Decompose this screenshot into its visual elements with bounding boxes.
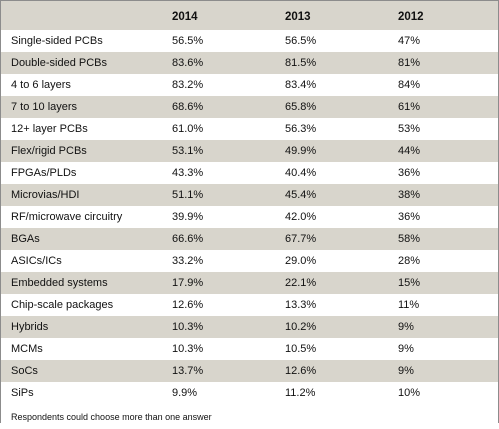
cell-2012: 58% [398,233,421,245]
cell-2013: 10.2% [285,321,317,333]
table-row: FPGAs/PLDs 43.3% 40.4% 36% [1,162,498,184]
cell-2014: 68.6% [172,101,204,113]
footnote-row: Respondents could choose more than one a… [1,404,498,429]
row-label: Hybrids [11,321,49,333]
header-row: 2014 2013 2012 [1,1,498,30]
cell-2014: 53.1% [172,145,204,157]
cell-2012: 44% [398,145,421,157]
cell-2014: 17.9% [172,277,204,289]
cell-2013: 12.6% [285,365,317,377]
cell-2014: 9.9% [172,387,198,399]
cell-2012: 36% [398,167,421,179]
row-label: Flex/rigid PCBs [11,145,87,157]
cell-2012: 11% [398,299,420,311]
table-row: ASICs/ICs 33.2% 29.0% 28% [1,250,498,272]
table-row: 7 to 10 layers 68.6% 65.8% 61% [1,96,498,118]
cell-2012: 10% [398,387,421,399]
cell-2013: 83.4% [285,79,317,91]
header-label-column [1,1,172,30]
cell-2013: 45.4% [285,189,317,201]
table-row: Flex/rigid PCBs 53.1% 49.9% 44% [1,140,498,162]
table-row: SoCs 13.7% 12.6% 9% [1,360,498,382]
cell-2013: 29.0% [285,255,317,267]
cell-2014: 83.6% [172,57,204,69]
row-label: ASICs/ICs [11,255,62,267]
table-row: Double-sided PCBs 83.6% 81.5% 81% [1,52,498,74]
cell-2013: 49.9% [285,145,317,157]
cell-2012: 9% [398,365,414,377]
row-label: 12+ layer PCBs [11,123,88,135]
table-row: Microvias/HDI 51.1% 45.4% 38% [1,184,498,206]
cell-2012: 9% [398,343,414,355]
cell-2012: 53% [398,123,421,135]
cell-2014: 61.0% [172,123,204,135]
cell-2014: 83.2% [172,79,204,91]
row-label: FPGAs/PLDs [11,167,77,179]
cell-2013: 42.0% [285,211,317,223]
cell-2012: 28% [398,255,421,267]
cell-2013: 67.7% [285,233,317,245]
row-label: Embedded systems [11,277,108,289]
table-row: Embedded systems 17.9% 22.1% 15% [1,272,498,294]
cell-2014: 43.3% [172,167,204,179]
table-row: 12+ layer PCBs 61.0% 56.3% 53% [1,118,498,140]
cell-2013: 13.3% [285,299,317,311]
cell-2014: 39.9% [172,211,204,223]
cell-2014: 33.2% [172,255,204,267]
row-label: 4 to 6 layers [11,79,71,91]
cell-2013: 11.2% [285,387,316,399]
cell-2014: 66.6% [172,233,204,245]
footnote: Respondents could choose more than one a… [1,404,498,429]
table-row: Chip-scale packages 12.6% 13.3% 11% [1,294,498,316]
cell-2014: 56.5% [172,35,204,47]
row-label: 7 to 10 layers [11,101,78,113]
cell-2014: 10.3% [172,343,204,355]
cell-2012: 36% [398,211,421,223]
cell-2012: 9% [398,321,414,333]
header-2013: 2013 [285,10,311,23]
table-body: Single-sided PCBs 56.5% 56.5% 47% Double-sid… [1,30,498,404]
row-label: Double-sided PCBs [11,57,107,69]
row-label: RF/microwave circuitry [11,211,123,223]
cell-2013: 65.8% [285,101,317,113]
cell-2013: 56.5% [285,35,317,47]
header-2012: 2012 [398,10,424,23]
cell-2013: 10.5% [285,343,317,355]
cell-2012: 38% [398,189,421,201]
row-label: Single-sided PCBs [11,35,103,47]
cell-2013: 56.3% [285,123,317,135]
cell-2013: 40.4% [285,167,317,179]
cell-2012: 84% [398,79,421,91]
row-label: Microvias/HDI [11,189,80,201]
cell-2014: 12.6% [172,299,204,311]
cell-2012: 61% [398,101,421,113]
table-row: Single-sided PCBs 56.5% 56.5% 47% [1,30,498,52]
header-2014: 2014 [172,10,198,23]
row-label: Chip-scale packages [11,299,114,311]
table-row: Hybrids 10.3% 10.2% 9% [1,316,498,338]
row-label: MCMs [11,343,43,355]
table-row: BGAs 66.6% 67.7% 58% [1,228,498,250]
table-row: 4 to 6 layers 83.2% 83.4% 84% [1,74,498,96]
table-row: RF/microwave circuitry 39.9% 42.0% 36% [1,206,498,228]
row-label: BGAs [11,233,40,245]
table-row: SiPs 9.9% 11.2% 10% [1,382,498,404]
cell-2014: 10.3% [172,321,204,333]
row-label: SoCs [11,365,38,377]
cell-2012: 15% [398,277,421,289]
cell-2013: 22.1% [285,277,317,289]
cell-2012: 47% [398,35,421,47]
row-label: SiPs [11,387,34,399]
cell-2014: 13.7% [172,365,204,377]
cell-2013: 81.5% [285,57,317,69]
cell-2014: 51.1% [172,189,204,201]
cell-2012: 81% [398,57,421,69]
table-row: MCMs 10.3% 10.5% 9% [1,338,498,360]
